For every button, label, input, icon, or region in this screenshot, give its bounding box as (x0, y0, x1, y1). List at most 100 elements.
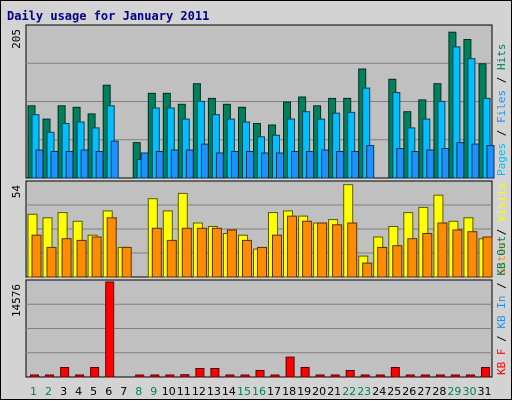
x-tick-label-30: 30 (463, 385, 477, 398)
x-tick-label-27: 27 (417, 385, 431, 398)
panel-visits-sites: 54 Sites / Visits (10, 180, 508, 278)
bar-pages-18 (291, 151, 299, 179)
x-tick-label-9: 9 (150, 385, 157, 398)
bar-pages-27 (426, 149, 435, 179)
bar-pages-16 (261, 152, 269, 179)
bar-pages-5 (95, 151, 104, 179)
bar-kb-f-1 (30, 374, 39, 378)
bar-sites-12 (196, 227, 207, 278)
x-tick-label-21: 21 (327, 385, 341, 398)
side-legend-entry: / (495, 70, 508, 90)
bar-pages-9 (155, 151, 164, 179)
bar-pages-11 (185, 149, 194, 179)
bar-sites-15 (242, 239, 252, 278)
bar-kb-f-21 (330, 374, 340, 378)
x-tick-label-14: 14 (222, 385, 236, 398)
panel-hits-files-pages: 205 Pages / Files / Hits (10, 24, 508, 179)
bar-sites-1 (31, 234, 42, 278)
bar-pages-21 (336, 151, 345, 179)
bar-pages-29 (456, 142, 465, 179)
bar-sites-2 (46, 246, 57, 278)
x-tick-label-10: 10 (162, 385, 176, 398)
bar-kb-f-3 (60, 367, 70, 378)
bar-kb-f-23 (360, 374, 370, 378)
panel-kb-in-out: 14576 KB F / KB In / KB Out (10, 236, 508, 378)
x-tick-label-16: 16 (252, 385, 266, 398)
bar-kb-f-4 (75, 374, 85, 378)
x-tick-label-5: 5 (90, 385, 97, 398)
bar-kb-f-19 (300, 367, 310, 378)
x-axis-ticks: 1 2 3 4 5 6 7 8 9 10 11 12 13 14 15 16 17 18 19 20 21 22 23 24 2… (30, 385, 492, 398)
bar-pages-6 (110, 140, 119, 179)
bar-sites-10 (166, 239, 177, 278)
bar-kb-f-24 (375, 374, 385, 378)
bar-sites-5 (91, 236, 102, 278)
x-tick-label-28: 28 (432, 385, 446, 398)
x-tick-label-20: 20 (312, 385, 326, 398)
bar-sites-21 (332, 224, 343, 278)
side-legend-entry: Sites (495, 242, 508, 275)
side-legend-entry: KB F (495, 349, 508, 376)
side-legend-entry: KB In (495, 296, 508, 329)
x-tick-label-2: 2 (45, 385, 52, 398)
x-tick-label-1: 1 (30, 385, 37, 398)
bar-pages-13 (215, 152, 224, 179)
x-tick-label-23: 23 (357, 385, 371, 398)
bar-sites-9 (151, 227, 162, 278)
bar-sites-7 (121, 246, 132, 278)
x-tick-label-4: 4 (75, 385, 82, 398)
bar-pages-20 (321, 149, 330, 179)
bar-kb-f-15 (240, 374, 250, 378)
bar-kb-f-20 (315, 374, 325, 378)
x-tick-label-24: 24 (372, 385, 386, 398)
side-legend-entry: / (495, 123, 508, 143)
side-legend-entry: / (495, 276, 508, 296)
bar-pages-3 (65, 151, 74, 179)
side-legend: KB F / KB In / KB Out (495, 236, 508, 375)
bar-kb-f-13 (210, 368, 220, 378)
bar-sites-16 (257, 246, 267, 278)
x-tick-label-22: 22 (342, 385, 356, 398)
bar-pages-15 (246, 151, 254, 179)
bar-sites-28 (437, 222, 448, 278)
bar-kb-f-26 (405, 374, 415, 378)
bar-pages-23 (366, 145, 375, 179)
bar-sites-19 (302, 220, 313, 278)
bar-pages-1 (35, 149, 44, 179)
bar-kb-f-25 (390, 367, 400, 378)
bar-kb-f-17 (270, 374, 280, 378)
bar-pages-19 (306, 151, 315, 179)
bar-sites-11 (181, 227, 192, 278)
bar-kb-f-29 (450, 374, 460, 378)
bar-pages-14 (230, 151, 239, 179)
x-tick-label-18: 18 (282, 385, 296, 398)
bar-sites-31 (482, 236, 493, 278)
bar-kb-f-11 (180, 374, 190, 378)
bar-sites-17 (272, 234, 282, 278)
x-tick-label-17: 17 (267, 385, 281, 398)
bar-sites-26 (407, 238, 418, 278)
bar-kb-f-12 (195, 368, 205, 378)
bar-kb-f-30 (466, 374, 475, 378)
bar-pages-31 (486, 145, 495, 179)
x-tick-label-31: 31 (478, 385, 492, 398)
x-tick-label-15: 15 (237, 385, 251, 398)
bar-pages-25 (396, 148, 405, 179)
bar-kb-f-18 (285, 356, 295, 378)
bar-sites-4 (76, 239, 87, 278)
bar-kb-f-2 (45, 374, 54, 378)
bar-kb-f-27 (420, 374, 430, 378)
bar-sites-24 (377, 246, 388, 278)
bar-kb-f-9 (150, 374, 160, 378)
y-max-label: 14576 (10, 284, 23, 317)
y-max-label: 205 (10, 29, 23, 49)
bar-sites-23 (362, 262, 373, 278)
bar-sites-3 (61, 238, 72, 278)
bar-sites-30 (467, 231, 478, 278)
bar-kb-f-5 (90, 367, 100, 378)
side-legend-entry: / (495, 222, 508, 242)
bar-kb-f-8 (135, 374, 145, 378)
